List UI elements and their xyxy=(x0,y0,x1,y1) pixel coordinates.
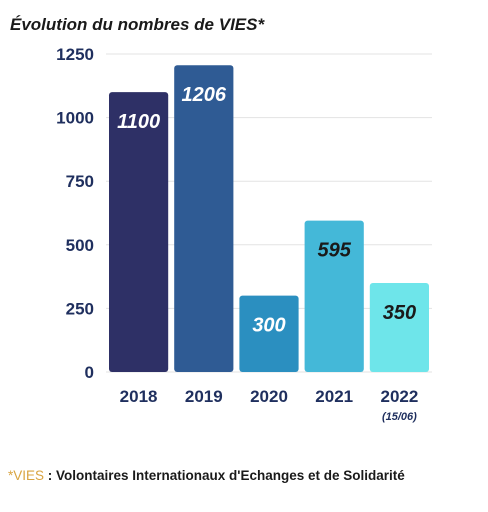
y-axis: 0 250 500 750 1000 1250 xyxy=(56,45,94,382)
chart-title: Évolution du nombres de VIES* xyxy=(10,15,265,34)
data-label-2022: 350 xyxy=(383,302,416,324)
y-tick-label: 500 xyxy=(66,236,94,255)
bar-2020 xyxy=(239,295,299,372)
x-tick-label: 2021 xyxy=(315,387,353,406)
x-tick-label: 2022 xyxy=(380,387,418,406)
y-tick-label: 1000 xyxy=(56,109,94,128)
y-tick-label: 250 xyxy=(66,299,94,318)
x-axis: 2018 2019 2020 2021 2022 (15/06) xyxy=(120,387,419,423)
x-tick-label: 2020 xyxy=(250,387,288,406)
bars: 1100 1206 300 595 350 xyxy=(109,65,429,372)
bar-2019 xyxy=(174,65,234,372)
x-tick-label: 2019 xyxy=(185,387,223,406)
data-label-2021: 595 xyxy=(318,240,352,262)
y-tick-label: 750 xyxy=(66,172,94,191)
x-tick-label: 2018 xyxy=(120,387,158,406)
data-label-2020: 300 xyxy=(252,315,285,337)
bar-2018 xyxy=(109,92,169,372)
bar-2021 xyxy=(304,220,364,372)
footnote: *VIES : Volontaires Internationaux d'Ech… xyxy=(8,468,405,483)
y-tick-label: 0 xyxy=(85,363,94,382)
data-label-2019: 1206 xyxy=(182,84,227,106)
data-label-2018: 1100 xyxy=(117,111,160,133)
footnote-text: : Volontaires Internationaux d'Echanges … xyxy=(44,468,405,483)
y-tick-label: 1250 xyxy=(56,45,94,64)
bar-chart: Évolution du nombres de VIES* 0 250 500 750… xyxy=(10,15,432,423)
footnote-marker: *VIES xyxy=(8,468,45,483)
x-tick-sublabel: (15/06) xyxy=(382,411,417,423)
bar-2022 xyxy=(369,282,429,372)
